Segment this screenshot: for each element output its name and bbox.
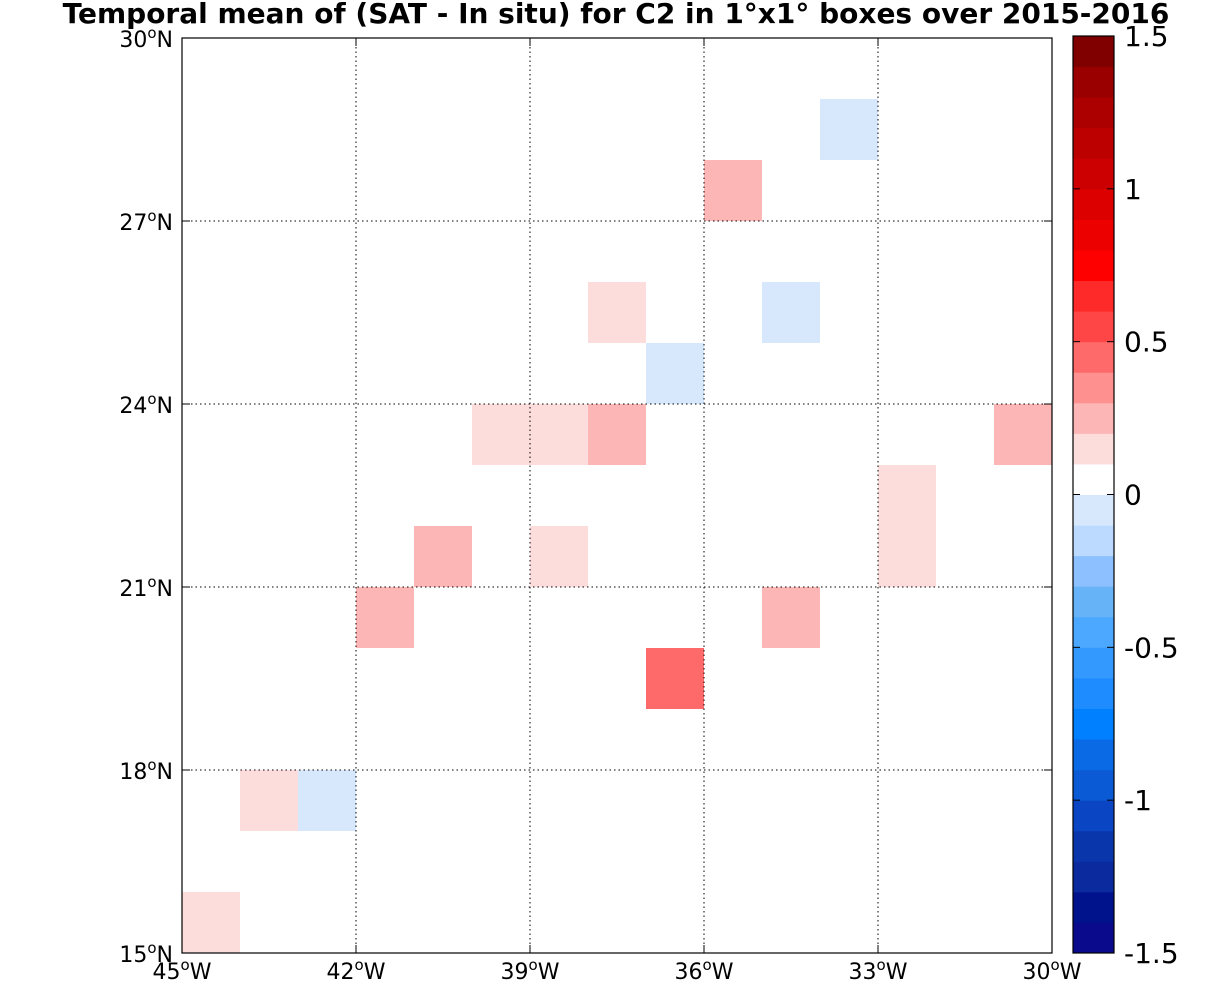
plot-frame	[181, 37, 1053, 954]
colorbar-band	[1073, 341, 1114, 373]
colorbar-band	[1073, 249, 1114, 282]
colorbar-band	[1073, 463, 1114, 495]
heatmap-cell	[530, 404, 588, 465]
colorbar-band	[1073, 372, 1114, 404]
colorbar-tick-label: 1.5	[1124, 20, 1169, 53]
heatmap-cell	[414, 526, 472, 587]
heatmap-cell	[588, 282, 646, 343]
x-tick-label: 42oW	[327, 956, 386, 984]
colorbar-band	[1073, 708, 1114, 740]
heatmap-cell	[820, 99, 878, 160]
colorbar-band	[1073, 922, 1114, 954]
colorbar-tick-label: -1.5	[1124, 937, 1179, 970]
chart-title: Temporal mean of (SAT - In situ) for C2 …	[62, 0, 1170, 30]
colorbar-tick-label: 0	[1124, 479, 1142, 512]
colorbar-band	[1073, 555, 1114, 587]
colorbar-band	[1073, 616, 1114, 648]
colorbar-band	[1073, 433, 1114, 465]
colorbar-band	[1073, 861, 1114, 893]
colorbar-band	[1073, 525, 1114, 557]
y-tick-label: 21oN	[119, 573, 173, 602]
y-tick-label: 30oN	[119, 24, 173, 53]
colorbar-band	[1073, 66, 1114, 98]
y-axis-ticks: 15oN 18oN 21oN 24oN 27oN 30oN	[119, 24, 1052, 968]
colorbar-tick-label: 0.5	[1124, 326, 1169, 359]
colorbar-band	[1073, 127, 1114, 159]
heatmap-cell	[704, 160, 762, 221]
heatmap-cell	[182, 892, 240, 953]
colorbar-band	[1073, 280, 1114, 312]
y-tick-label: 24oN	[119, 390, 173, 419]
heatmap-cell	[298, 770, 356, 831]
colorbar-band	[1073, 36, 1114, 68]
heatmap-cell	[878, 465, 936, 526]
grid-lines	[182, 38, 1052, 953]
colorbar-tick-label: -1	[1124, 784, 1152, 817]
y-tick-label: 27oN	[119, 207, 173, 236]
colorbar-band	[1073, 494, 1114, 526]
x-axis-ticks: 45oW 42oW 39oW 36oW 33oW 30oW	[153, 38, 1082, 984]
colorbar-band	[1073, 188, 1114, 220]
heatmap-cell	[240, 770, 298, 831]
heatmap-cell	[646, 343, 704, 404]
heatmap-cell	[762, 282, 820, 343]
x-tick-label: 45oW	[153, 956, 212, 984]
colorbar-band	[1073, 891, 1114, 923]
colorbar-band	[1073, 677, 1114, 709]
colorbar-band	[1073, 219, 1114, 251]
colorbar-band	[1073, 647, 1114, 679]
heatmap-cell	[356, 587, 414, 648]
colorbar-band	[1073, 311, 1114, 343]
colorbar: 1.5 1 0.5 0 -0.5 -1 -1.5	[1072, 20, 1179, 970]
heatmap-cells	[182, 99, 1052, 953]
x-tick-label: 30oW	[1023, 956, 1082, 984]
axes-frame	[181, 37, 1053, 954]
colorbar-band	[1073, 158, 1114, 190]
heatmap-cell	[878, 526, 936, 587]
heatmap-cell	[762, 587, 820, 648]
colorbar-band	[1073, 97, 1114, 129]
heatmap-cell	[588, 404, 646, 465]
heatmap-cell	[646, 648, 704, 709]
colorbar-band	[1073, 586, 1114, 618]
colorbar-tick-label: -0.5	[1124, 631, 1179, 664]
x-tick-label: 39oW	[501, 956, 560, 984]
heatmap-cell	[994, 404, 1052, 465]
colorbar-band	[1073, 830, 1114, 862]
heatmap-cell	[530, 526, 588, 587]
y-tick-label: 15oN	[119, 939, 173, 968]
colorbar-tick-label: 1	[1124, 173, 1142, 206]
x-tick-label: 33oW	[849, 956, 908, 984]
colorbar-band	[1073, 739, 1114, 771]
heatmap-cell	[472, 404, 530, 465]
x-tick-label: 36oW	[675, 956, 734, 984]
colorbar-band	[1073, 769, 1114, 801]
colorbar-band	[1073, 800, 1114, 832]
y-tick-label: 18oN	[119, 756, 173, 785]
colorbar-band	[1073, 402, 1114, 434]
